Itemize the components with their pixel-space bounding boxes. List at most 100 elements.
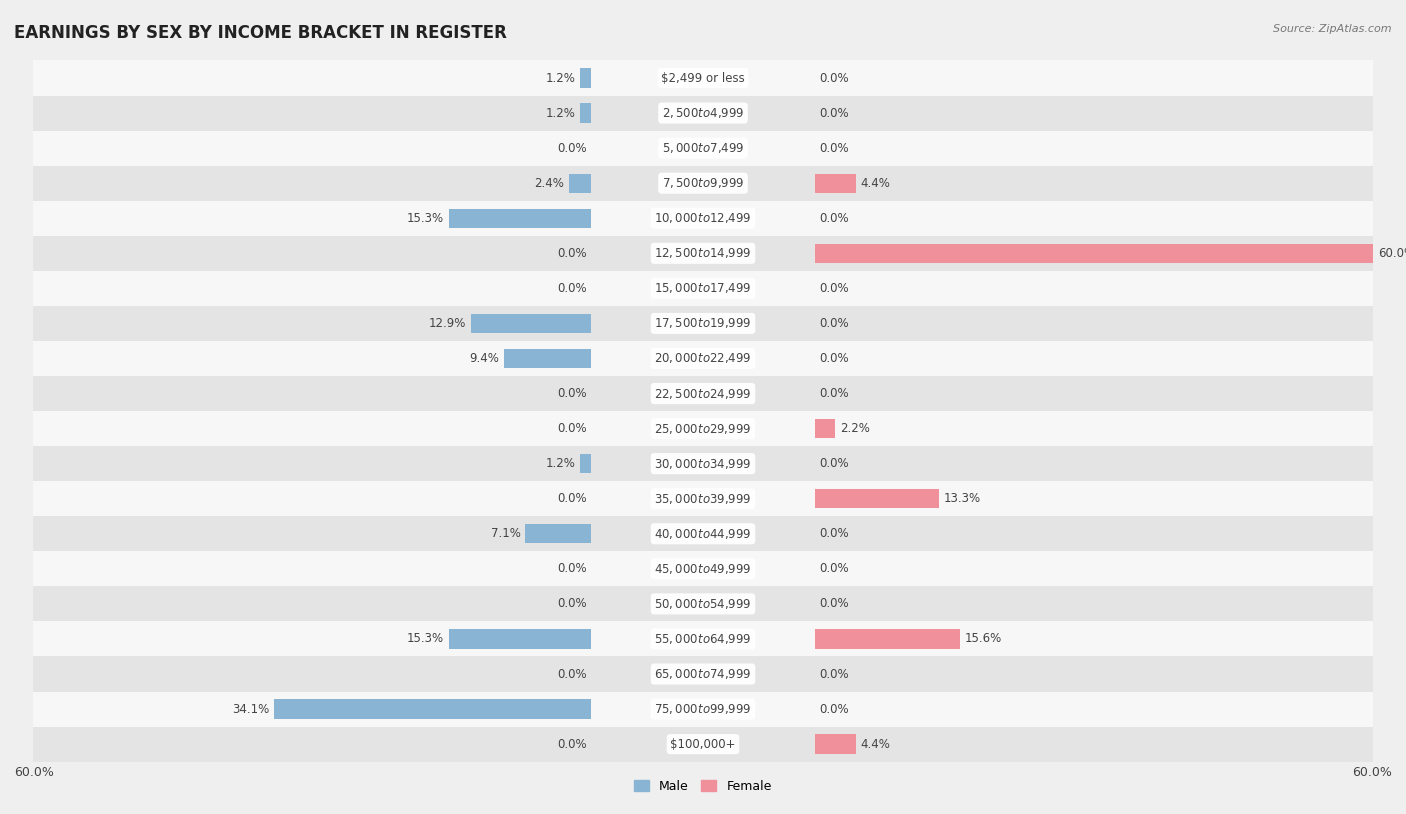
Text: 12.9%: 12.9% [429,317,467,330]
Bar [32,201,1374,236]
Bar [814,173,856,193]
Text: 0.0%: 0.0% [820,142,849,155]
Text: 0.0%: 0.0% [557,422,586,435]
Text: 0.0%: 0.0% [820,72,849,85]
Bar [32,516,1374,551]
Text: 0.0%: 0.0% [820,317,849,330]
Bar [32,446,1374,481]
Bar [814,734,856,754]
Text: $15,000 to $17,499: $15,000 to $17,499 [654,282,752,295]
Text: $40,000 to $44,999: $40,000 to $44,999 [654,527,752,540]
Bar [32,271,1374,306]
Bar [32,621,1374,656]
Bar [274,699,592,719]
Text: 0.0%: 0.0% [557,247,586,260]
Bar [32,411,1374,446]
Legend: Male, Female: Male, Female [630,775,776,798]
Text: 0.0%: 0.0% [820,527,849,540]
Text: 0.0%: 0.0% [557,597,586,610]
Bar [32,60,1374,95]
Text: 0.0%: 0.0% [557,562,586,575]
Text: 0.0%: 0.0% [557,387,586,400]
Text: 0.0%: 0.0% [557,142,586,155]
Text: 60.0%: 60.0% [1353,766,1392,779]
Text: 9.4%: 9.4% [470,352,499,365]
Text: 0.0%: 0.0% [557,282,586,295]
Text: $30,000 to $34,999: $30,000 to $34,999 [654,457,752,470]
Bar [449,629,592,649]
Text: $100,000+: $100,000+ [671,737,735,751]
Text: 60.0%: 60.0% [1378,247,1406,260]
Text: 15.3%: 15.3% [408,212,444,225]
Bar [449,208,592,228]
Text: 2.4%: 2.4% [534,177,564,190]
Bar [526,524,592,544]
Text: 1.2%: 1.2% [546,72,575,85]
Text: 0.0%: 0.0% [820,387,849,400]
Bar [32,236,1374,271]
Bar [581,103,592,123]
Bar [32,586,1374,621]
Text: 0.0%: 0.0% [820,702,849,716]
Text: $20,000 to $22,499: $20,000 to $22,499 [654,352,752,365]
Bar [32,306,1374,341]
Text: 1.2%: 1.2% [546,107,575,120]
Text: 13.3%: 13.3% [943,492,980,505]
Text: $50,000 to $54,999: $50,000 to $54,999 [654,597,752,610]
Text: 0.0%: 0.0% [820,212,849,225]
Text: $10,000 to $12,499: $10,000 to $12,499 [654,212,752,225]
Text: 0.0%: 0.0% [820,667,849,681]
Bar [32,341,1374,376]
Bar [569,173,592,193]
Text: 0.0%: 0.0% [557,737,586,751]
Text: 4.4%: 4.4% [860,737,890,751]
Text: 0.0%: 0.0% [820,562,849,575]
Bar [32,481,1374,516]
Bar [471,313,592,333]
Text: $35,000 to $39,999: $35,000 to $39,999 [654,492,752,505]
Text: 4.4%: 4.4% [860,177,890,190]
Bar [32,551,1374,586]
Bar [814,489,939,509]
Bar [32,376,1374,411]
Text: 0.0%: 0.0% [820,457,849,470]
Text: $7,500 to $9,999: $7,500 to $9,999 [662,176,744,190]
Text: $2,500 to $4,999: $2,500 to $4,999 [662,106,744,120]
Text: $45,000 to $49,999: $45,000 to $49,999 [654,562,752,575]
Text: 15.6%: 15.6% [965,632,1002,646]
Bar [814,629,960,649]
Bar [32,656,1374,692]
Text: 0.0%: 0.0% [820,282,849,295]
Bar [32,130,1374,166]
Text: 60.0%: 60.0% [14,766,53,779]
Text: 2.2%: 2.2% [839,422,870,435]
Bar [814,243,1374,263]
Text: $75,000 to $99,999: $75,000 to $99,999 [654,702,752,716]
Text: $55,000 to $64,999: $55,000 to $64,999 [654,632,752,646]
Text: 0.0%: 0.0% [820,107,849,120]
Text: 0.0%: 0.0% [557,492,586,505]
Bar [32,727,1374,762]
Text: $12,500 to $14,999: $12,500 to $14,999 [654,247,752,260]
Text: 34.1%: 34.1% [232,702,269,716]
Bar [581,454,592,473]
Text: 15.3%: 15.3% [408,632,444,646]
Text: $17,500 to $19,999: $17,500 to $19,999 [654,317,752,330]
Text: 0.0%: 0.0% [820,352,849,365]
Text: 1.2%: 1.2% [546,457,575,470]
Text: 0.0%: 0.0% [820,597,849,610]
Text: $2,499 or less: $2,499 or less [661,72,745,85]
Text: 0.0%: 0.0% [557,667,586,681]
Text: EARNINGS BY SEX BY INCOME BRACKET IN REGISTER: EARNINGS BY SEX BY INCOME BRACKET IN REG… [14,24,508,42]
Text: $22,500 to $24,999: $22,500 to $24,999 [654,387,752,400]
Text: 7.1%: 7.1% [491,527,520,540]
Bar [32,692,1374,727]
Bar [503,349,592,368]
Bar [814,419,835,438]
Text: $25,000 to $29,999: $25,000 to $29,999 [654,422,752,435]
Text: $5,000 to $7,499: $5,000 to $7,499 [662,141,744,155]
Bar [32,95,1374,130]
Text: $65,000 to $74,999: $65,000 to $74,999 [654,667,752,681]
Bar [32,166,1374,201]
Bar [581,68,592,88]
